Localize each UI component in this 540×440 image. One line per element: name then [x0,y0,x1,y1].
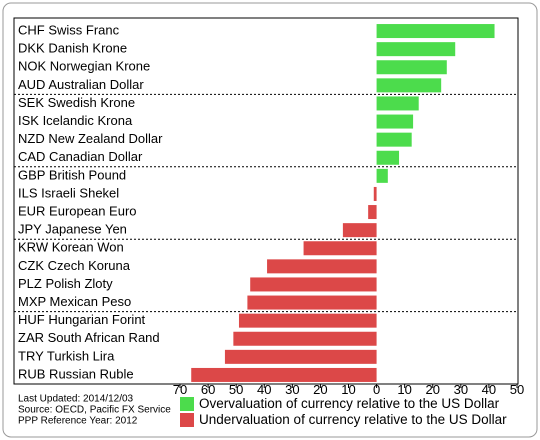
x-tick-label: 40 [257,382,271,397]
legend-swatch [180,397,194,411]
bar [250,277,377,292]
category-label: CHF Swiss Franc [18,22,120,37]
x-tick-label: 30 [454,382,468,397]
bar [368,205,377,220]
category-label: RUB Russian Ruble [18,366,134,381]
legend-swatch [180,413,194,427]
category-label: JPY Japanese Yen [18,222,127,237]
category-label: GBP British Pound [18,167,126,182]
category-label: DKK Danish Krone [18,41,127,56]
category-label: TRY Turkish Lira [18,348,115,363]
bar [191,367,377,382]
bar [303,241,377,256]
note: Last Updated: 2014/12/03 [18,394,134,405]
category-label: NOK Norwegian Krone [18,59,150,74]
x-tick-label: 0 [373,382,380,397]
bar [267,259,377,274]
category-label: SEK Swedish Krone [18,95,135,110]
bar [376,96,419,111]
category-label: MXP Mexican Peso [18,294,131,309]
bar [233,331,377,346]
bar [373,186,377,201]
x-tick-label: 20 [426,382,440,397]
bar [224,349,377,364]
x-tick-label: 60 [201,382,215,397]
note: PPP Reference Year: 2012 [18,416,138,427]
category-label: EUR European Euro [18,203,137,218]
bar [376,42,456,57]
bar [376,78,442,93]
x-tick-label: 50 [229,382,243,397]
legend-label: Overvaluation of currency relative to th… [199,396,500,411]
bar [238,313,377,328]
x-tick-label: 30 [285,382,299,397]
bar [247,295,377,310]
category-label: CAD Canadian Dollar [18,149,143,164]
category-label: ZAR South African Rand [18,330,160,345]
category-label: ISK Icelandic Krona [18,113,133,128]
legend-label: Undervaluation of currency relative to t… [199,412,507,427]
bar [376,24,495,39]
x-tick-label: 50 [510,382,524,397]
bar [376,150,400,165]
bar [376,132,412,147]
x-tick-label: 10 [341,382,355,397]
category-label: HUF Hungarian Forint [18,312,146,327]
bar [376,168,388,183]
category-label: ILS Israeli Shekel [18,185,119,200]
note: Source: OECD, Pacific FX Service [18,405,171,416]
category-label: PLZ Polish Zloty [18,276,113,291]
x-tick-label: 10 [397,382,411,397]
x-tick-label: 40 [482,382,496,397]
bar [376,114,414,129]
bar [342,223,377,238]
bar [376,60,447,75]
x-tick-label: 20 [313,382,327,397]
x-tick-label: 70 [173,382,187,397]
category-label: AUD Australian Dollar [18,77,144,92]
category-label: CZK Czech Koruna [18,258,131,273]
category-label: NZD New Zealand Dollar [18,131,163,146]
category-label: KRW Korean Won [18,240,124,255]
plot-box [13,17,519,385]
